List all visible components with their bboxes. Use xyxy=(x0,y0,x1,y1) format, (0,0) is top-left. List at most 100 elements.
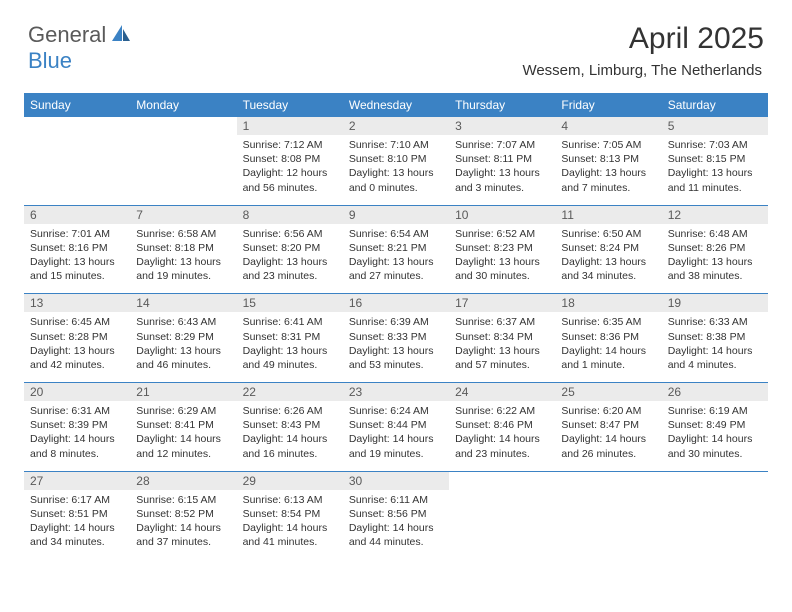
daylight-text: Daylight: 13 hours and 53 minutes. xyxy=(349,344,443,372)
daylight-text: Daylight: 14 hours and 26 minutes. xyxy=(561,432,655,460)
sunrise-text: Sunrise: 6:22 AM xyxy=(455,404,549,418)
sunrise-text: Sunrise: 6:43 AM xyxy=(136,315,230,329)
sunset-text: Sunset: 8:56 PM xyxy=(349,507,443,521)
day-number-cell xyxy=(662,471,768,490)
day-content-cell xyxy=(449,490,555,560)
daylight-text: Daylight: 13 hours and 19 minutes. xyxy=(136,255,230,283)
day-content-cell: Sunrise: 6:58 AMSunset: 8:18 PMDaylight:… xyxy=(130,224,236,294)
day-content-cell: Sunrise: 6:19 AMSunset: 8:49 PMDaylight:… xyxy=(662,401,768,471)
sunset-text: Sunset: 8:11 PM xyxy=(455,152,549,166)
week-content-row: Sunrise: 6:45 AMSunset: 8:28 PMDaylight:… xyxy=(24,312,768,382)
day-content-cell: Sunrise: 6:13 AMSunset: 8:54 PMDaylight:… xyxy=(237,490,343,560)
day-number-cell: 26 xyxy=(662,383,768,402)
sunset-text: Sunset: 8:26 PM xyxy=(668,241,762,255)
day-content-cell: Sunrise: 6:22 AMSunset: 8:46 PMDaylight:… xyxy=(449,401,555,471)
day-number-cell: 29 xyxy=(237,471,343,490)
daylight-text: Daylight: 14 hours and 8 minutes. xyxy=(30,432,124,460)
sunrise-text: Sunrise: 6:56 AM xyxy=(243,227,337,241)
day-content-cell: Sunrise: 6:24 AMSunset: 8:44 PMDaylight:… xyxy=(343,401,449,471)
sunrise-text: Sunrise: 7:03 AM xyxy=(668,138,762,152)
sunset-text: Sunset: 8:16 PM xyxy=(30,241,124,255)
daylight-text: Daylight: 13 hours and 11 minutes. xyxy=(668,166,762,194)
day-content-cell xyxy=(130,135,236,205)
week-num-row: 12345 xyxy=(24,117,768,135)
sunrise-text: Sunrise: 6:11 AM xyxy=(349,493,443,507)
logo-text-general: General xyxy=(28,22,106,48)
daylight-text: Daylight: 14 hours and 1 minute. xyxy=(561,344,655,372)
sunrise-text: Sunrise: 6:31 AM xyxy=(30,404,124,418)
day-number-cell: 30 xyxy=(343,471,449,490)
sunset-text: Sunset: 8:47 PM xyxy=(561,418,655,432)
day-number-cell: 14 xyxy=(130,294,236,313)
sunset-text: Sunset: 8:33 PM xyxy=(349,330,443,344)
day-content-cell: Sunrise: 6:39 AMSunset: 8:33 PMDaylight:… xyxy=(343,312,449,382)
sunset-text: Sunset: 8:43 PM xyxy=(243,418,337,432)
day-number-cell: 23 xyxy=(343,383,449,402)
sunset-text: Sunset: 8:23 PM xyxy=(455,241,549,255)
daylight-text: Daylight: 14 hours and 37 minutes. xyxy=(136,521,230,549)
location-text: Wessem, Limburg, The Netherlands xyxy=(522,62,764,79)
daylight-text: Daylight: 13 hours and 7 minutes. xyxy=(561,166,655,194)
sunset-text: Sunset: 8:08 PM xyxy=(243,152,337,166)
day-content-cell: Sunrise: 6:54 AMSunset: 8:21 PMDaylight:… xyxy=(343,224,449,294)
sunset-text: Sunset: 8:41 PM xyxy=(136,418,230,432)
day-number-cell: 8 xyxy=(237,205,343,224)
day-number-cell: 11 xyxy=(555,205,661,224)
sunset-text: Sunset: 8:24 PM xyxy=(561,241,655,255)
day-content-cell xyxy=(555,490,661,560)
sunset-text: Sunset: 8:36 PM xyxy=(561,330,655,344)
day-content-cell: Sunrise: 6:56 AMSunset: 8:20 PMDaylight:… xyxy=(237,224,343,294)
day-number-cell: 15 xyxy=(237,294,343,313)
daylight-text: Daylight: 14 hours and 34 minutes. xyxy=(30,521,124,549)
daylight-text: Daylight: 13 hours and 15 minutes. xyxy=(30,255,124,283)
day-content-cell: Sunrise: 6:41 AMSunset: 8:31 PMDaylight:… xyxy=(237,312,343,382)
day-content-cell: Sunrise: 7:10 AMSunset: 8:10 PMDaylight:… xyxy=(343,135,449,205)
day-content-cell: Sunrise: 6:43 AMSunset: 8:29 PMDaylight:… xyxy=(130,312,236,382)
sunset-text: Sunset: 8:38 PM xyxy=(668,330,762,344)
sunrise-text: Sunrise: 6:19 AM xyxy=(668,404,762,418)
daylight-text: Daylight: 13 hours and 23 minutes. xyxy=(243,255,337,283)
dow-tue: Tuesday xyxy=(237,93,343,117)
sunrise-text: Sunrise: 7:12 AM xyxy=(243,138,337,152)
day-number-cell: 1 xyxy=(237,117,343,135)
sunrise-text: Sunrise: 6:37 AM xyxy=(455,315,549,329)
dow-thu: Thursday xyxy=(449,93,555,117)
day-content-cell xyxy=(24,135,130,205)
daylight-text: Daylight: 14 hours and 41 minutes. xyxy=(243,521,337,549)
day-number-cell: 17 xyxy=(449,294,555,313)
daylight-text: Daylight: 14 hours and 19 minutes. xyxy=(349,432,443,460)
sunrise-text: Sunrise: 6:26 AM xyxy=(243,404,337,418)
week-num-row: 13141516171819 xyxy=(24,294,768,313)
calendar-table: Sunday Monday Tuesday Wednesday Thursday… xyxy=(24,93,768,560)
sunset-text: Sunset: 8:39 PM xyxy=(30,418,124,432)
dow-row: Sunday Monday Tuesday Wednesday Thursday… xyxy=(24,93,768,117)
sunrise-text: Sunrise: 6:17 AM xyxy=(30,493,124,507)
day-content-cell: Sunrise: 6:20 AMSunset: 8:47 PMDaylight:… xyxy=(555,401,661,471)
day-content-cell: Sunrise: 6:45 AMSunset: 8:28 PMDaylight:… xyxy=(24,312,130,382)
daylight-text: Daylight: 13 hours and 3 minutes. xyxy=(455,166,549,194)
sunset-text: Sunset: 8:54 PM xyxy=(243,507,337,521)
day-content-cell: Sunrise: 6:26 AMSunset: 8:43 PMDaylight:… xyxy=(237,401,343,471)
week-content-row: Sunrise: 6:17 AMSunset: 8:51 PMDaylight:… xyxy=(24,490,768,560)
daylight-text: Daylight: 14 hours and 12 minutes. xyxy=(136,432,230,460)
day-content-cell xyxy=(662,490,768,560)
dow-fri: Friday xyxy=(555,93,661,117)
daylight-text: Daylight: 13 hours and 46 minutes. xyxy=(136,344,230,372)
day-number-cell: 13 xyxy=(24,294,130,313)
day-content-cell: Sunrise: 7:12 AMSunset: 8:08 PMDaylight:… xyxy=(237,135,343,205)
day-content-cell: Sunrise: 6:29 AMSunset: 8:41 PMDaylight:… xyxy=(130,401,236,471)
day-content-cell: Sunrise: 6:37 AMSunset: 8:34 PMDaylight:… xyxy=(449,312,555,382)
day-number-cell: 28 xyxy=(130,471,236,490)
day-number-cell: 20 xyxy=(24,383,130,402)
month-title: April 2025 xyxy=(522,22,764,56)
daylight-text: Daylight: 14 hours and 4 minutes. xyxy=(668,344,762,372)
sunset-text: Sunset: 8:31 PM xyxy=(243,330,337,344)
daylight-text: Daylight: 13 hours and 34 minutes. xyxy=(561,255,655,283)
sunrise-text: Sunrise: 6:54 AM xyxy=(349,227,443,241)
daylight-text: Daylight: 13 hours and 0 minutes. xyxy=(349,166,443,194)
day-number-cell: 9 xyxy=(343,205,449,224)
sunset-text: Sunset: 8:51 PM xyxy=(30,507,124,521)
daylight-text: Daylight: 14 hours and 30 minutes. xyxy=(668,432,762,460)
sunrise-text: Sunrise: 6:13 AM xyxy=(243,493,337,507)
sunrise-text: Sunrise: 7:07 AM xyxy=(455,138,549,152)
